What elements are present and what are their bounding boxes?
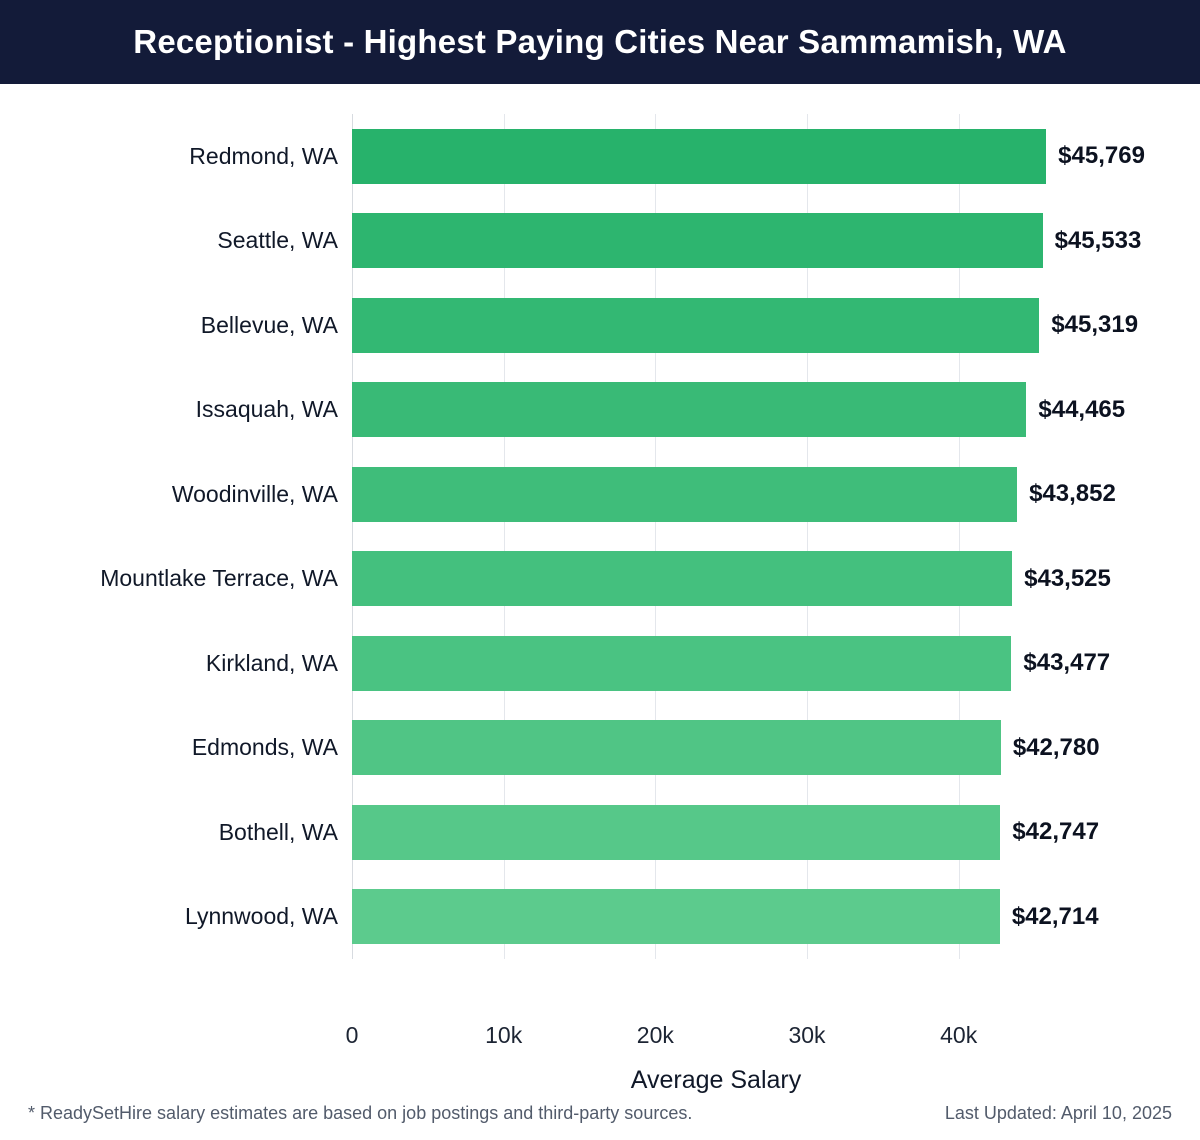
bar-row: Kirkland, WA $43,477 bbox=[0, 621, 1200, 706]
category-label: Lynnwood, WA bbox=[185, 903, 338, 930]
category-label: Woodinville, WA bbox=[171, 480, 338, 507]
bar-row: Bothell, WA $42,747 bbox=[0, 790, 1200, 875]
bar-track: $43,477 bbox=[352, 621, 1200, 706]
bar-row: Issaquah, WA $44,465 bbox=[0, 368, 1200, 453]
category-label: Bellevue, WA bbox=[200, 311, 338, 338]
value-label: $43,477 bbox=[1023, 649, 1111, 677]
bar bbox=[352, 720, 1001, 776]
value-label: $43,525 bbox=[1024, 564, 1111, 592]
chart-footer: * ReadySetHire salary estimates are base… bbox=[0, 1103, 1200, 1140]
x-tick-label: 0 bbox=[345, 1022, 359, 1048]
bar-row: Woodinville, WA $43,852 bbox=[0, 452, 1200, 537]
category-label: Edmonds, WA bbox=[191, 734, 338, 761]
bar bbox=[352, 551, 1013, 607]
bar bbox=[352, 804, 1001, 860]
bar bbox=[352, 635, 1012, 691]
source-note: * ReadySetHire salary estimates are base… bbox=[28, 1103, 693, 1123]
bar-track: $43,525 bbox=[352, 537, 1200, 622]
bar bbox=[352, 889, 1000, 945]
category-label: Seattle, WA bbox=[217, 227, 338, 254]
bar bbox=[352, 213, 1043, 269]
category-label: Mountlake Terrace, WA bbox=[100, 565, 338, 592]
x-axis-label: Average Salary bbox=[630, 1066, 802, 1094]
value-label: $42,714 bbox=[1011, 902, 1099, 930]
x-axis: 0 10k 20k 30k 40k bbox=[0, 1010, 1200, 1054]
bar-track: $45,769 bbox=[352, 114, 1200, 199]
bar-row: Redmond, WA $45,769 bbox=[0, 114, 1200, 199]
value-label: $45,769 bbox=[1058, 142, 1145, 170]
value-label: $42,747 bbox=[1012, 818, 1100, 846]
x-tick-label: 30k bbox=[788, 1022, 826, 1048]
bar bbox=[352, 466, 1018, 522]
value-label: $43,852 bbox=[1029, 480, 1116, 508]
bar-track: $44,465 bbox=[352, 368, 1200, 453]
bar bbox=[352, 382, 1027, 438]
category-label: Redmond, WA bbox=[189, 142, 338, 169]
bar-track: $42,714 bbox=[352, 875, 1200, 960]
bar-row: Bellevue, WA $45,319 bbox=[0, 283, 1200, 368]
chart-area: Redmond, WA $45,769 Seattle, WA $45,533 Bell… bbox=[0, 84, 1200, 1010]
category-label: Kirkland, WA bbox=[205, 649, 338, 676]
chart-title: Receptionist - Highest Paying Cities Nea… bbox=[133, 23, 1067, 60]
bar-track: $42,747 bbox=[352, 790, 1200, 875]
bar-chart: Redmond, WA $45,769 Seattle, WA $45,533 Bell… bbox=[0, 114, 1200, 959]
x-tick-label: 40k bbox=[940, 1022, 978, 1048]
bar bbox=[352, 128, 1047, 184]
bar-row: Mountlake Terrace, WA $43,525 bbox=[0, 537, 1200, 622]
value-label: $42,780 bbox=[1012, 733, 1100, 761]
value-label: $45,533 bbox=[1054, 226, 1142, 254]
x-tick-label: 10k bbox=[485, 1022, 523, 1048]
category-label: Issaquah, WA bbox=[195, 396, 338, 423]
x-tick-label: 20k bbox=[636, 1022, 674, 1048]
bar-track: $43,852 bbox=[352, 452, 1200, 537]
bar-row: Lynnwood, WA $42,714 bbox=[0, 875, 1200, 960]
chart-header: Receptionist - Highest Paying Cities Nea… bbox=[0, 0, 1200, 84]
bar-row: Edmonds, WA $42,780 bbox=[0, 706, 1200, 791]
last-updated: Last Updated: April 10, 2025 bbox=[944, 1103, 1172, 1123]
bar-track: $45,533 bbox=[352, 199, 1200, 284]
bar-track: $45,319 bbox=[352, 283, 1200, 368]
value-label: $45,319 bbox=[1051, 311, 1139, 339]
bar-row: Seattle, WA $45,533 bbox=[0, 199, 1200, 284]
value-label: $44,465 bbox=[1038, 395, 1126, 423]
bar-track: $42,780 bbox=[352, 706, 1200, 791]
category-label: Bothell, WA bbox=[218, 818, 338, 845]
bar bbox=[352, 297, 1040, 353]
